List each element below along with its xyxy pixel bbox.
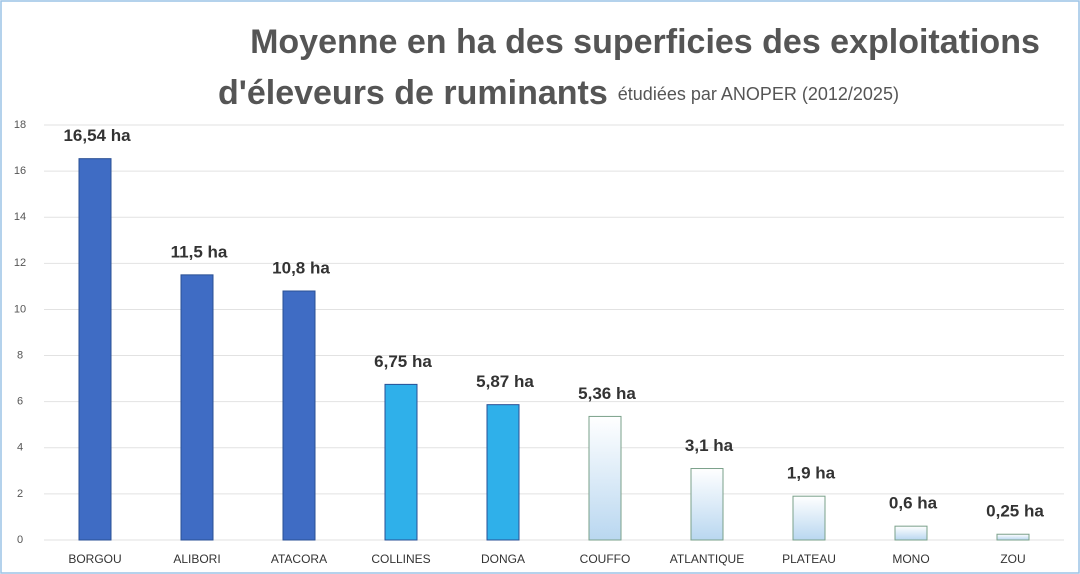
value-label: 3,1 ha [685,436,734,455]
x-tick-label: ATLANTIQUE [670,552,744,566]
value-label: 0,25 ha [986,502,1044,521]
value-label: 11,5 ha [171,242,228,261]
chart-title-line2-text: d'éleveurs de ruminants [218,74,608,112]
y-tick-label: 8 [17,349,23,361]
value-label: 1,9 ha [787,464,836,483]
bar [282,290,316,541]
y-tick-label: 2 [17,488,23,500]
value-label: 5,36 ha [578,384,636,403]
x-tick-label: PLATEAU [782,552,836,566]
value-label: 6,75 ha [374,352,432,371]
chart-title-line2: d'éleveurs de ruminants étudiées par ANOP… [218,74,899,112]
x-tick-label: COUFFO [580,552,631,566]
x-tick-label: COLLINES [371,552,430,566]
bar [486,404,520,541]
bar [792,495,826,541]
y-tick-label: 18 [14,119,26,131]
bar [690,468,724,541]
y-tick-label: 4 [17,442,23,454]
x-tick-label: DONGA [481,552,525,566]
bar [894,525,928,541]
y-tick-label: 10 [14,303,26,315]
value-label: 5,87 ha [476,372,534,391]
x-tick-label: ALIBORI [173,552,220,566]
x-tick-label: BORGOU [68,552,121,566]
bar [996,533,1030,541]
y-tick-label: 0 [17,534,23,546]
y-tick-label: 12 [14,257,26,269]
x-tick-label: ZOU [1000,552,1025,566]
chart-title: Moyenne en ha des superficies des exploi… [250,23,1040,61]
y-tick-label: 16 [14,165,26,177]
x-tick-label: MONO [892,552,929,566]
y-tick-label: 6 [17,396,23,408]
bar [384,383,418,541]
value-label: 16,54 ha [63,126,131,145]
bar [78,158,112,541]
chart-subtitle: étudiées par ANOPER (2012/2025) [618,84,899,104]
bar [588,415,622,541]
bar [180,274,214,541]
value-label: 10,8 ha [272,258,330,277]
y-tick-label: 14 [14,211,26,223]
x-tick-label: ATACORA [271,552,327,566]
value-label: 0,6 ha [889,494,938,513]
